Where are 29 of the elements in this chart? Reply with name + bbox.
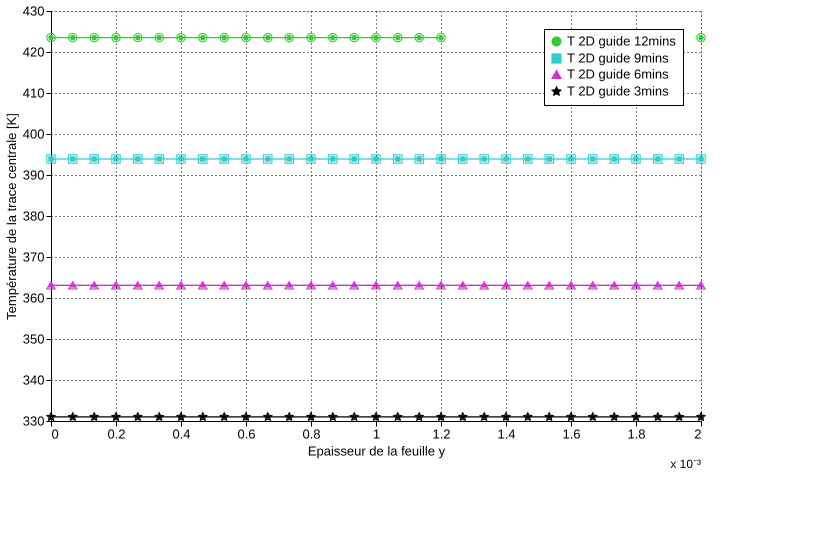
x-tick-label: 0.4 bbox=[172, 426, 191, 442]
x-tick-label: 0.2 bbox=[107, 426, 126, 442]
y-tick-label: 410 bbox=[22, 86, 44, 100]
y-tick-label: 340 bbox=[22, 372, 44, 388]
y-tick-label: 390 bbox=[22, 168, 44, 182]
y-tick-label: 430 bbox=[22, 4, 44, 18]
x-axis-title: Epaisseur de la feuille y bbox=[308, 444, 446, 458]
legend-label: T 2D guide 6mins bbox=[567, 66, 670, 82]
y-tick-label: 400 bbox=[22, 126, 44, 142]
x-tick-label: 1.4 bbox=[497, 426, 516, 442]
x-tick-label: 2 bbox=[694, 426, 702, 442]
x-tick-label: 0.8 bbox=[302, 426, 321, 442]
x-tick-label: 1 bbox=[372, 426, 380, 442]
legend-label: T 2D guide 3mins bbox=[567, 84, 670, 98]
x-tick-label: 0 bbox=[52, 426, 59, 442]
y-tick-label: 380 bbox=[22, 208, 44, 224]
y-tick-label: 370 bbox=[22, 250, 44, 264]
x-tick-label: 1.6 bbox=[562, 426, 581, 442]
x-tick-label: 1.2 bbox=[432, 426, 451, 442]
y-axis-title: Température de la trace centrale [K] bbox=[4, 113, 19, 320]
x-tick-label: 1.8 bbox=[627, 426, 646, 442]
y-tick-label: 360 bbox=[22, 290, 44, 306]
y-tick-label: 350 bbox=[22, 332, 44, 346]
legend-label: T 2D guide 9mins bbox=[567, 50, 670, 66]
y-tick-label: 420 bbox=[22, 44, 44, 60]
legend-label: T 2D guide 12mins bbox=[567, 34, 676, 48]
x-tick-label: 0.6 bbox=[237, 426, 256, 442]
text: x 10⁻³ bbox=[670, 457, 701, 471]
y-tick-label: 330 bbox=[22, 414, 44, 428]
